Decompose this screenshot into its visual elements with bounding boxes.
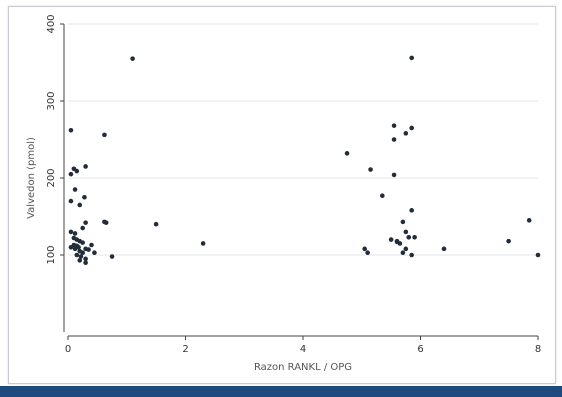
data-point [403, 229, 409, 235]
data-point [406, 234, 412, 240]
gridlines [68, 23, 538, 256]
data-point [409, 55, 414, 61]
y-tick-label: 100 [46, 245, 57, 264]
data-point [83, 164, 88, 169]
y-axis-label: Valvedon (pmol) [26, 137, 37, 219]
data-point [109, 254, 115, 259]
data-point [83, 220, 88, 225]
data-point [72, 231, 78, 236]
data-point [102, 132, 107, 138]
data-point [409, 125, 414, 131]
data-point [506, 238, 511, 244]
data-point [409, 252, 414, 258]
data-point [391, 137, 397, 142]
x-tick-label: 0 [65, 344, 71, 355]
data-point [74, 252, 80, 258]
data-point [72, 187, 78, 192]
data-point [368, 167, 373, 172]
data-point [409, 208, 414, 213]
data-point [80, 225, 85, 231]
data-point [153, 221, 159, 227]
data-point [68, 245, 74, 250]
axis-ticks: 100 200 300 400 0 2 4 6 8 [46, 14, 541, 355]
data-point [77, 202, 83, 208]
y-tick-label: 400 [46, 14, 57, 33]
data-point [83, 256, 88, 262]
data-point [526, 218, 532, 223]
data-point [403, 246, 409, 252]
bottom-bar [0, 386, 562, 397]
data-point [365, 250, 370, 255]
y-tick-label: 300 [46, 91, 57, 110]
data-point [86, 247, 91, 252]
data-point [80, 250, 85, 255]
data-point [68, 229, 74, 235]
data-points [68, 55, 541, 265]
data-point [403, 131, 409, 136]
data-point [80, 240, 85, 245]
data-point [103, 220, 109, 225]
data-point [380, 193, 385, 199]
x-tick-label: 2 [182, 344, 188, 355]
data-point [344, 151, 350, 156]
y-tick-label: 200 [46, 168, 57, 187]
data-point [362, 246, 367, 252]
data-point [72, 246, 78, 252]
data-point [76, 245, 81, 250]
x-axis-label: Razon RANKL / OPG [254, 362, 352, 373]
chart-frame [8, 6, 556, 384]
data-point [400, 219, 406, 225]
data-point [400, 250, 406, 255]
data-point [68, 127, 74, 133]
x-tick-label: 6 [417, 344, 423, 355]
data-point [68, 171, 74, 177]
data-point [535, 252, 541, 258]
data-point [68, 198, 74, 204]
data-point [394, 238, 400, 244]
data-point [82, 194, 87, 200]
data-point [441, 246, 447, 252]
scatter-chart: 100 200 300 400 0 2 4 6 8 Razon RANKL / OPG Valv… [26, 14, 541, 373]
data-point [391, 123, 397, 128]
data-point [200, 241, 206, 246]
x-tick-label: 4 [300, 344, 306, 355]
data-point [74, 168, 80, 174]
data-point [83, 260, 88, 265]
data-point [412, 234, 417, 240]
data-point [78, 254, 84, 259]
data-point [92, 250, 97, 255]
data-point [130, 56, 135, 61]
data-point [77, 258, 83, 263]
data-point [391, 172, 397, 178]
x-tick-label: 8 [535, 344, 541, 355]
data-point [388, 237, 394, 242]
data-point [89, 242, 94, 248]
